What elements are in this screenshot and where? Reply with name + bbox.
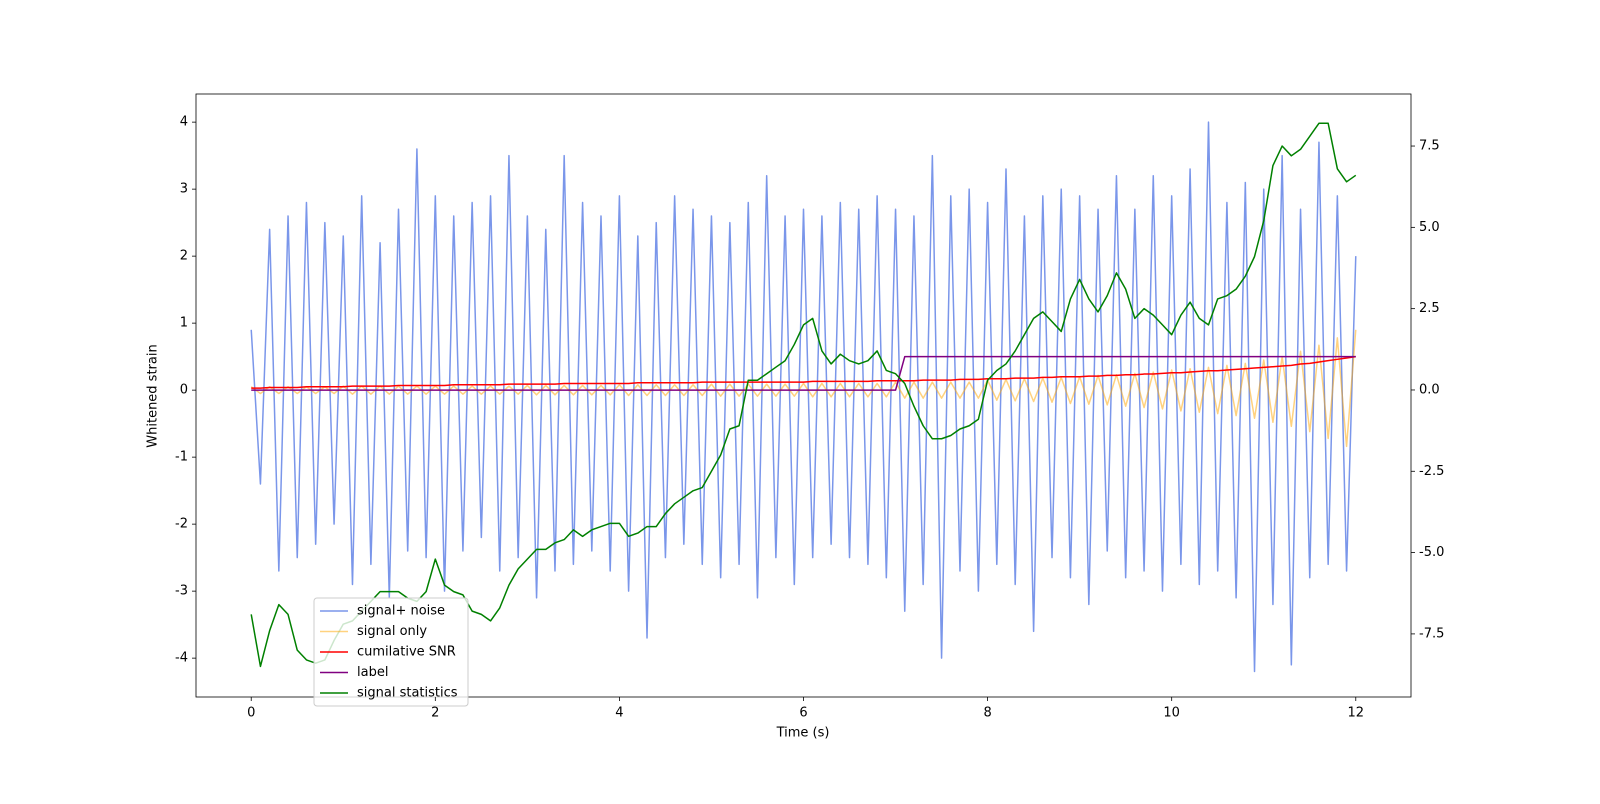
y2-tick-label: -5.0 (1419, 545, 1444, 560)
x-tick-label: 12 (1347, 706, 1364, 721)
series-line (251, 355, 1356, 391)
y-tick-label: -3 (175, 584, 188, 599)
x-tick-label: 8 (983, 706, 991, 721)
legend: signal+ noise signal only cumilative SNR la… (313, 597, 469, 707)
x-tick-label: 6 (799, 706, 807, 721)
y2-tick-label: 2.5 (1419, 301, 1440, 316)
y-tick-label: -2 (175, 517, 188, 532)
x-tick-label: 4 (615, 706, 623, 721)
y2-tick-label: 0.0 (1419, 382, 1440, 397)
y-tick-label: 2 (180, 249, 188, 264)
y-tick-label: 1 (180, 316, 188, 331)
series-line (250, 121, 1357, 673)
y-tick-label: -4 (175, 651, 188, 666)
y-tick-label: 0 (180, 383, 188, 398)
y2-tick-label: 5.0 (1419, 220, 1440, 235)
x-tick-label: 0 (247, 706, 255, 721)
series-line (251, 355, 1356, 389)
legend-label: label (357, 665, 388, 680)
legend-label: signal only (357, 624, 427, 639)
y2-tick-label: 7.5 (1419, 139, 1440, 154)
legend-box (313, 597, 469, 707)
y-axis-label: Whitened strain (146, 344, 161, 447)
series-line (250, 122, 1357, 668)
y2-tick-label: -7.5 (1419, 626, 1444, 641)
legend-label: signal+ noise (357, 604, 445, 619)
y-tick-label: 3 (180, 182, 188, 197)
legend-label: signal statistics (357, 686, 458, 701)
x-tick-label: 10 (1163, 706, 1180, 721)
x-tick-label: 2 (431, 706, 439, 721)
y-tick-label: -1 (175, 450, 188, 465)
legend-label: cumilative SNR (357, 645, 456, 660)
y2-tick-label: -2.5 (1419, 464, 1444, 479)
x-axis-label: Time (s) (776, 726, 830, 741)
plot-area (250, 121, 1357, 673)
y-tick-label: 4 (180, 115, 188, 130)
